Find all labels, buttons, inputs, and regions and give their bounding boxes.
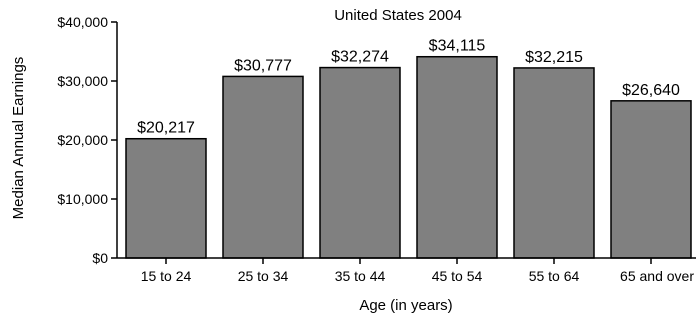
- bar-value-label: $30,777: [234, 57, 292, 74]
- bar-value-label: $20,217: [137, 120, 195, 137]
- x-tick-label: 25 to 34: [238, 268, 289, 284]
- y-axis-label: Median Annual Earnings: [10, 57, 27, 220]
- bar: [610, 100, 692, 259]
- bar: [319, 66, 401, 259]
- x-tick-label: 55 to 64: [529, 268, 580, 284]
- bar: [125, 137, 207, 259]
- bar: [416, 55, 498, 259]
- bar-value-label: $32,274: [331, 49, 389, 66]
- bar-value-label: $34,115: [429, 38, 486, 55]
- y-axis-ticks: $0 $10,000 $20,000 $30,000 $40,000: [57, 14, 117, 266]
- x-tick-label: 65 and over: [620, 268, 694, 284]
- x-tick-label: 15 to 24: [141, 268, 192, 284]
- x-tick-label: 45 to 54: [432, 268, 483, 284]
- y-tick-label: $20,000: [57, 132, 108, 148]
- bar: [513, 67, 595, 259]
- bar-value-label: $26,640: [622, 82, 680, 99]
- y-tick-label: $30,000: [57, 73, 108, 89]
- x-axis-ticks: 15 to 24 25 to 34 35 to 44 45 to 54 55 to 64…: [141, 258, 694, 284]
- chart-title: United States 2004: [334, 7, 462, 24]
- bar-value-label: $32,215: [525, 49, 583, 66]
- y-tick-label: $10,000: [57, 191, 108, 207]
- y-tick-label: $0: [92, 250, 108, 266]
- bar: [222, 75, 304, 259]
- x-tick-label: 35 to 44: [335, 268, 386, 284]
- bars: $20,217 $30,777 $32,274 $34,115 $32,215 $26,6…: [125, 38, 692, 259]
- y-tick-label: $40,000: [57, 14, 108, 30]
- x-axis-label: Age (in years): [359, 297, 452, 314]
